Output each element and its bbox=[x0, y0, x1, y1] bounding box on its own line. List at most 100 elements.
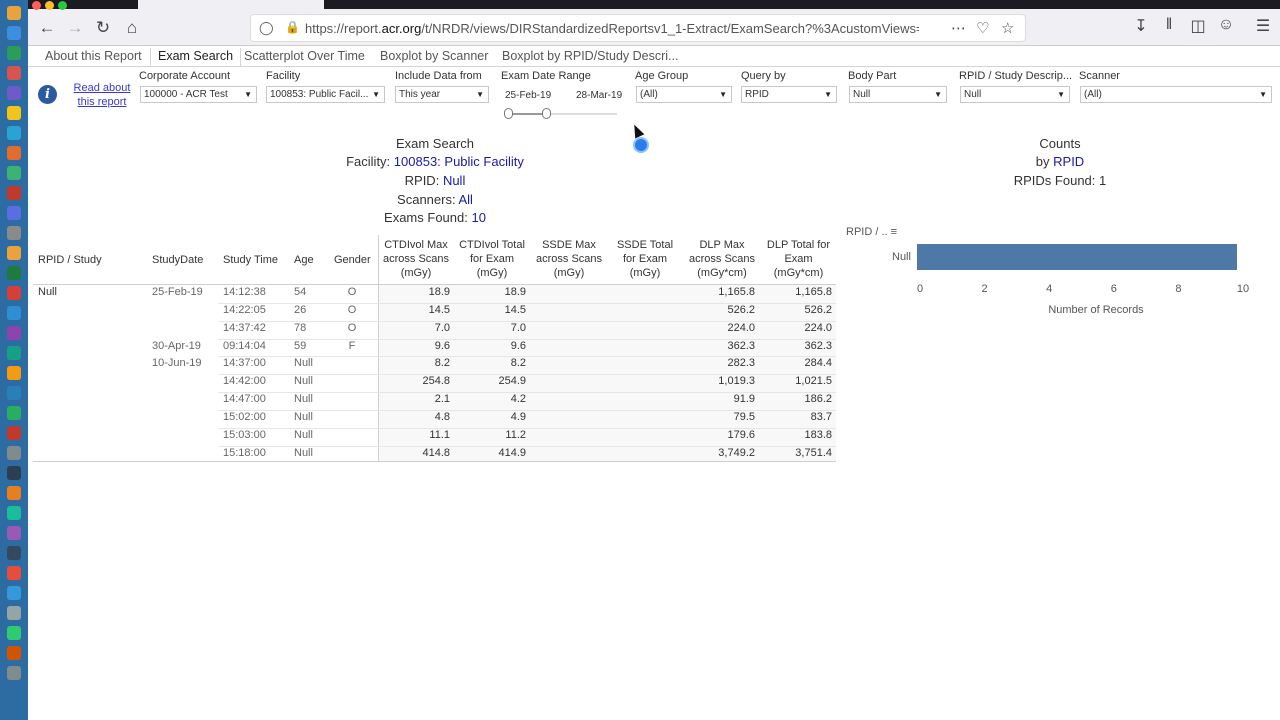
dock-app-icon[interactable] bbox=[7, 446, 21, 460]
dock-app-icon[interactable] bbox=[7, 486, 21, 500]
study-date-cell[interactable]: 25-Feb-19 bbox=[152, 286, 203, 298]
query-by-select[interactable]: RPID ▼ bbox=[741, 86, 837, 103]
dock-app-icon[interactable] bbox=[7, 426, 21, 440]
gender-cell[interactable]: F bbox=[348, 340, 356, 352]
dlp-total-cell[interactable]: 224.0 bbox=[804, 322, 832, 334]
date-range-end-handle[interactable] bbox=[542, 108, 551, 119]
dock-app-icon[interactable] bbox=[7, 186, 21, 200]
gender-cell[interactable]: O bbox=[347, 286, 357, 298]
dlp-max-cell[interactable]: 91.9 bbox=[733, 393, 755, 405]
ctdi-max-cell[interactable]: 2.1 bbox=[434, 393, 450, 405]
study-time-cell[interactable]: 09:14:04 bbox=[223, 340, 266, 352]
dock-app-icon[interactable] bbox=[7, 306, 21, 320]
age-cell[interactable]: 59 bbox=[294, 340, 307, 352]
dock-app-icon[interactable] bbox=[7, 346, 21, 360]
ctdi-max-cell[interactable]: 14.5 bbox=[428, 304, 450, 316]
rpid-study-select[interactable]: Null ▼ bbox=[960, 86, 1070, 103]
date-range-end[interactable]: 28-Mar-19 bbox=[576, 90, 623, 101]
dlp-max-cell[interactable]: 526.2 bbox=[727, 304, 755, 316]
dock-app-icon[interactable] bbox=[7, 166, 21, 180]
dock-app-icon[interactable] bbox=[7, 326, 21, 340]
dock-app-icon[interactable] bbox=[7, 526, 21, 540]
dock-app-icon[interactable] bbox=[7, 26, 21, 40]
dlp-total-cell[interactable]: 526.2 bbox=[804, 304, 832, 316]
col-header-dlp-max[interactable]: DLP Max across Scans (mGy*cm) bbox=[688, 239, 756, 279]
tab-scatterplot[interactable]: Scatterplot Over Time bbox=[244, 49, 365, 63]
home-icon[interactable]: ⌂ bbox=[126, 18, 138, 37]
dlp-max-cell[interactable]: 224.0 bbox=[727, 322, 755, 334]
url-bar[interactable]: ◯ 🔒 https://report.acr.org/t/NRDR/views/… bbox=[250, 14, 1026, 42]
col-header-rpid[interactable]: RPID / Study bbox=[38, 254, 102, 266]
col-header-ssde-max[interactable]: SSDE Max across Scans (mGy) bbox=[535, 239, 603, 279]
scanner-select[interactable]: (All) ▼ bbox=[1080, 86, 1272, 103]
dock-app-icon[interactable] bbox=[7, 466, 21, 480]
tab-boxplot-scanner[interactable]: Boxplot by Scanner bbox=[380, 49, 489, 63]
dlp-total-cell[interactable]: 1,165.8 bbox=[795, 286, 832, 298]
dlp-total-cell[interactable]: 83.7 bbox=[810, 411, 832, 423]
ctdi-max-cell[interactable]: 414.8 bbox=[422, 447, 450, 459]
dlp-total-cell[interactable]: 1,021.5 bbox=[795, 375, 832, 387]
tab-boxplot-rpid[interactable]: Boxplot by RPID/Study Descri... bbox=[502, 49, 679, 63]
ctdi-total-cell[interactable]: 8.2 bbox=[510, 357, 526, 369]
dock-app-icon[interactable] bbox=[7, 506, 21, 520]
col-header-age[interactable]: Age bbox=[294, 254, 314, 266]
dock-app-icon[interactable] bbox=[7, 646, 21, 660]
dock-app-icon[interactable] bbox=[7, 546, 21, 560]
corporate-account-select[interactable]: 100000 - ACR Test ▼ bbox=[140, 86, 257, 103]
study-time-cell[interactable]: 14:22:05 bbox=[223, 304, 266, 316]
study-time-cell[interactable]: 15:02:00 bbox=[223, 411, 266, 423]
age-cell[interactable]: 26 bbox=[294, 304, 307, 316]
bookmark-star-icon[interactable]: ☆ bbox=[1001, 20, 1015, 37]
dock-app-icon[interactable] bbox=[7, 246, 21, 260]
dock-app-icon[interactable] bbox=[7, 226, 21, 240]
body-part-select[interactable]: Null ▼ bbox=[849, 86, 947, 103]
study-time-cell[interactable]: 14:42:00 bbox=[223, 375, 266, 387]
dock-app-icon[interactable] bbox=[7, 86, 21, 100]
library-icon[interactable]: ‖ bbox=[1165, 16, 1173, 33]
ctdi-total-cell[interactable]: 414.9 bbox=[498, 447, 526, 459]
ctdi-max-cell[interactable]: 18.9 bbox=[428, 286, 450, 298]
age-group-select[interactable]: (All) ▼ bbox=[636, 86, 732, 103]
age-cell[interactable]: Null bbox=[294, 429, 313, 441]
dock-app-icon[interactable] bbox=[7, 66, 21, 80]
dlp-total-cell[interactable]: 186.2 bbox=[804, 393, 832, 405]
ctdi-total-cell[interactable]: 4.2 bbox=[510, 393, 526, 405]
dock-app-icon[interactable] bbox=[7, 126, 21, 140]
reload-icon[interactable]: ↻ bbox=[95, 18, 111, 37]
gender-cell[interactable]: O bbox=[347, 304, 357, 316]
dlp-total-cell[interactable]: 284.4 bbox=[804, 357, 832, 369]
col-header-dlp-total[interactable]: DLP Total for Exam (mGy*cm) bbox=[766, 239, 831, 279]
account-icon[interactable]: ☺ bbox=[1217, 16, 1235, 33]
age-cell[interactable]: Null bbox=[294, 393, 313, 405]
date-range-start-handle[interactable] bbox=[504, 108, 513, 119]
sort-icon[interactable]: ≡ bbox=[890, 226, 898, 238]
pocket-icon[interactable]: ♡ bbox=[976, 20, 990, 37]
dlp-total-cell[interactable]: 183.8 bbox=[804, 429, 832, 441]
study-time-cell[interactable]: 14:37:00 bbox=[223, 357, 266, 369]
dlp-max-cell[interactable]: 1,019.3 bbox=[718, 375, 755, 387]
download-icon[interactable]: ↧ bbox=[1134, 18, 1148, 35]
ctdi-total-cell[interactable]: 11.2 bbox=[505, 429, 526, 441]
ctdi-max-cell[interactable]: 11.1 bbox=[429, 429, 450, 441]
study-time-cell[interactable]: 15:03:00 bbox=[223, 429, 266, 441]
study-time-cell[interactable]: 14:47:00 bbox=[223, 393, 266, 405]
age-cell[interactable]: Null bbox=[294, 447, 313, 459]
dock-app-icon[interactable] bbox=[7, 366, 21, 380]
age-cell[interactable]: 78 bbox=[294, 322, 307, 334]
ctdi-total-cell[interactable]: 14.5 bbox=[504, 304, 526, 316]
ctdi-max-cell[interactable]: 4.8 bbox=[434, 411, 450, 423]
page-actions-icon[interactable]: ⋯ bbox=[951, 20, 966, 37]
ctdi-max-cell[interactable]: 254.8 bbox=[422, 375, 450, 387]
back-icon[interactable]: ← bbox=[38, 18, 56, 37]
dock-app-icon[interactable] bbox=[7, 46, 21, 60]
dlp-max-cell[interactable]: 179.6 bbox=[727, 429, 755, 441]
ctdi-total-cell[interactable]: 254.9 bbox=[498, 375, 526, 387]
dock-app-icon[interactable] bbox=[7, 406, 21, 420]
dlp-max-cell[interactable]: 3,749.2 bbox=[718, 447, 755, 459]
age-cell[interactable]: Null bbox=[294, 411, 313, 423]
dock-app-icon[interactable] bbox=[7, 606, 21, 620]
dock-app-icon[interactable] bbox=[7, 106, 21, 120]
col-header-ctdi-total[interactable]: CTDIvol Total for Exam (mGy) bbox=[459, 239, 525, 279]
chart-bar[interactable] bbox=[917, 244, 1237, 270]
dock-app-icon[interactable] bbox=[7, 586, 21, 600]
